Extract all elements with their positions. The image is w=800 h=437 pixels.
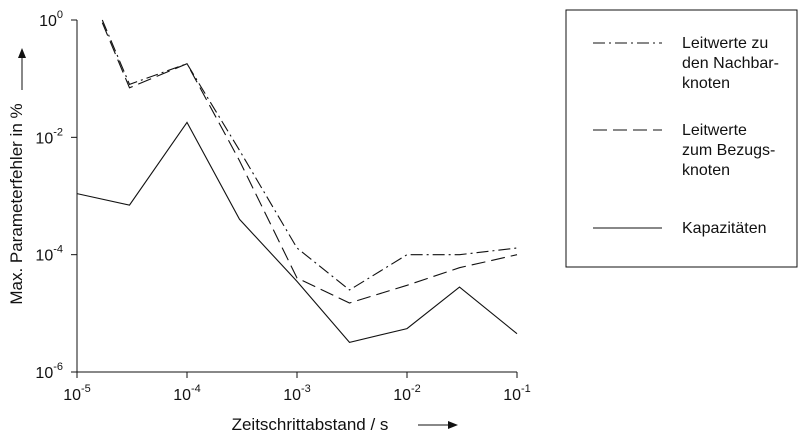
y-axis-arrow xyxy=(18,48,26,90)
y-axis-title: Max. Parameterfehler in % xyxy=(7,103,26,304)
x-tick-label: 10-4 xyxy=(173,383,201,404)
y-tick-label-base: 10 xyxy=(35,130,53,147)
y-tick-label-exponent: -6 xyxy=(53,361,63,373)
x-axis-arrow xyxy=(418,421,458,429)
x-tick-label-exponent: -4 xyxy=(191,383,201,395)
x-tick-label-base: 10 xyxy=(283,387,301,404)
x-tick-label-exponent: -2 xyxy=(411,383,421,395)
series-line-2 xyxy=(101,22,518,304)
legend-label-2: knoten xyxy=(682,162,730,179)
x-tick-label-base: 10 xyxy=(503,387,521,404)
x-axis-title: Zeitschrittabstand / s xyxy=(232,415,389,434)
legend-label-1: Leitwerte zu xyxy=(682,35,768,52)
y-tick-label-base: 10 xyxy=(39,13,57,30)
legend-label-1: knoten xyxy=(682,75,730,92)
x-tick-label-base: 10 xyxy=(63,387,81,404)
series-line-3 xyxy=(76,121,518,344)
y-tick-label: 100 xyxy=(39,9,63,30)
legend-label-1: den Nachbar- xyxy=(682,55,779,72)
x-tick-label-base: 10 xyxy=(393,387,411,404)
y-tick-label: 10-6 xyxy=(35,361,63,382)
series-line-1 xyxy=(101,19,518,291)
y-tick-label-base: 10 xyxy=(35,365,53,382)
x-tick-label: 10-1 xyxy=(503,383,531,404)
y-tick-label-exponent: -4 xyxy=(53,244,63,256)
x-tick-label: 10-3 xyxy=(283,383,311,404)
x-tick-label: 10-5 xyxy=(63,383,91,404)
y-tick-label-base: 10 xyxy=(35,248,53,265)
y-tick-label: 10-4 xyxy=(35,244,63,265)
chart-axes xyxy=(71,19,518,378)
legend-box xyxy=(565,9,798,268)
x-tick-label: 10-2 xyxy=(393,383,421,404)
y-tick-label: 10-2 xyxy=(35,126,63,147)
y-tick-label-exponent: 0 xyxy=(57,9,63,21)
legend-label-3: Kapazitäten xyxy=(682,220,767,237)
legend-label-2: Leitwerte xyxy=(682,122,747,139)
legend-label-2: zum Bezugs- xyxy=(682,142,775,159)
x-tick-label-exponent: -1 xyxy=(521,383,531,395)
chart-series xyxy=(76,19,518,344)
x-tick-label-exponent: -3 xyxy=(301,383,311,395)
legend: Leitwerte zu den Nachbar-knoten Leitwerte z… xyxy=(565,9,798,268)
y-tick-label-exponent: -2 xyxy=(53,126,63,138)
x-tick-label-exponent: -5 xyxy=(81,383,91,395)
x-tick-label-base: 10 xyxy=(173,387,191,404)
